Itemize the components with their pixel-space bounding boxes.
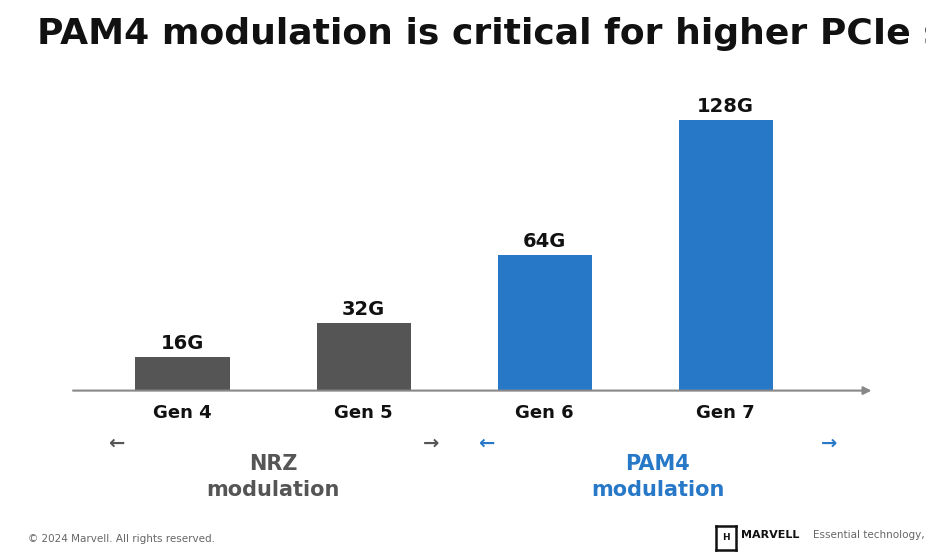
Text: Essential technology, done right™: Essential technology, done right™	[813, 530, 926, 540]
Text: PAM4 modulation is critical for higher PCIe speeds: PAM4 modulation is critical for higher P…	[37, 17, 926, 51]
Text: ←: ←	[107, 434, 124, 453]
Text: NRZ
modulation: NRZ modulation	[206, 454, 340, 500]
Bar	[679, 121, 773, 391]
Text: MARVELL: MARVELL	[741, 530, 799, 540]
Text: ←: ←	[478, 434, 494, 453]
Text: 32G: 32G	[342, 300, 385, 319]
Text: 128G: 128G	[697, 97, 755, 116]
Bar	[317, 323, 411, 391]
Text: H: H	[722, 533, 730, 542]
Text: →: →	[422, 434, 439, 453]
Bar	[497, 256, 592, 391]
Bar	[135, 357, 230, 391]
Text: →: →	[820, 434, 837, 453]
Text: 16G: 16G	[161, 334, 205, 353]
Text: 64G: 64G	[523, 232, 567, 251]
Text: © 2024 Marvell. All rights reserved.: © 2024 Marvell. All rights reserved.	[28, 534, 215, 544]
Text: PAM4
modulation: PAM4 modulation	[591, 454, 724, 500]
